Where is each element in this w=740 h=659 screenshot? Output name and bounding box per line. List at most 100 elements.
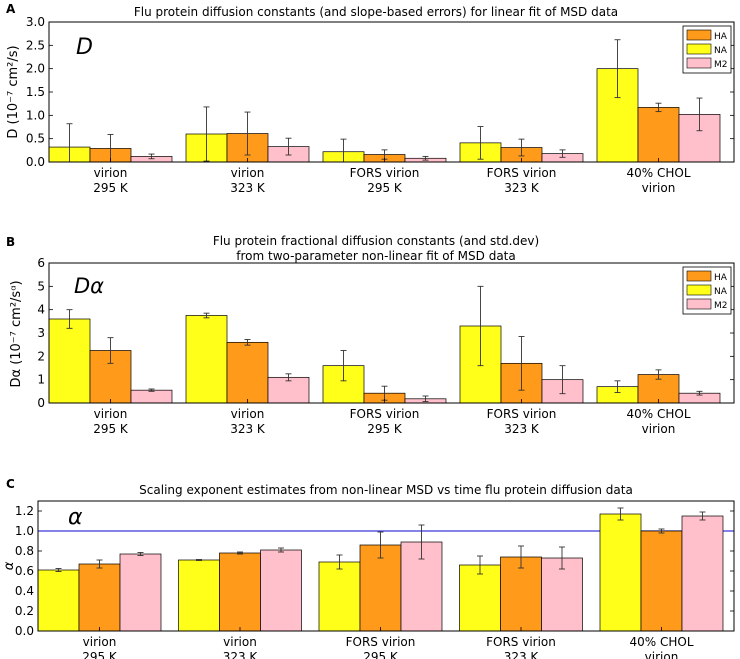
panel-a-x-tick-label: 295 K	[367, 181, 403, 195]
panel-a-x-tick-label: 323 K	[504, 181, 540, 195]
panel-c-bar-m2	[541, 557, 583, 632]
panel-c-title: Scaling exponent estimates from non-line…	[139, 483, 633, 497]
panel-c-x-tick-label: virion	[645, 650, 679, 659]
panel-b-x-tick-label: 323 K	[504, 422, 540, 436]
panel-a-title: Flu protein diffusion constants (and slo…	[134, 5, 618, 19]
panel-b-y-tick-label: 5	[37, 279, 45, 293]
panel-a-y-tick-label: 3.0	[26, 15, 45, 29]
panel-a-x-tick-label: virion	[94, 166, 128, 180]
panel-a-legend-label-na: NA	[714, 46, 728, 56]
panel-b-y-axis-label: Dα (10⁻⁷ cm²/sᵅ)	[9, 280, 24, 387]
panel-a-legend: HA NA M2	[682, 25, 732, 74]
panel-a-x-tick-label: 295 K	[93, 181, 129, 195]
panel-c-bar-m2	[260, 549, 302, 632]
panel-c-y-tick-label: 1.0	[15, 524, 34, 538]
panel-a-y-tick-label: 0.0	[26, 155, 45, 169]
panel-c-y-tick-label: 0.8	[15, 544, 34, 558]
panel-c-x-tick-label: 40% CHOL	[629, 635, 693, 649]
panel-b-bar-na	[185, 315, 228, 404]
panel-c-x-tick-label: 295 K	[363, 650, 399, 659]
panel-c-label: C	[6, 477, 15, 491]
panel-a-bar-ha	[637, 107, 680, 163]
panel-a-y-tick-label: 2.5	[26, 38, 45, 52]
panel-c-symbol: α	[68, 505, 83, 530]
panel-b-bar-ha	[226, 341, 269, 404]
panel-c-x-tick-label: FORS virion	[346, 635, 416, 649]
panel-c-bar-na	[318, 561, 361, 632]
panel-c-bar-ha	[500, 556, 542, 632]
panel-b-x-tick-label: virion	[94, 407, 128, 421]
panel-a-label: A	[6, 2, 16, 16]
panel-c-bar-na	[599, 513, 642, 632]
panel-c-bar-na	[37, 569, 80, 632]
panel-b-legend-swatch-na	[686, 284, 712, 296]
panel-a-x-tick-label: virion	[231, 166, 265, 180]
panel-b-legend-swatch-ha	[686, 270, 712, 282]
panel-b-x-tick-label: 40% CHOL	[626, 407, 690, 421]
panel-c: C Scaling exponent estimates from non-li…	[2, 477, 735, 659]
panel-b-legend-label-m2: M2	[714, 301, 728, 311]
panel-b-label: B	[6, 235, 15, 249]
panel-c-bar-ha	[78, 563, 121, 632]
panel-c-bar-na	[178, 559, 220, 632]
panel-c-y-tick-label: 0.6	[15, 564, 34, 578]
panel-b: B Flu protein fractional diffusion const…	[6, 234, 735, 436]
panel-a: A Flu protein diffusion constants (and s…	[6, 2, 735, 195]
panel-b-x-tick-label: FORS virion	[350, 407, 420, 421]
panel-b-symbol: Dα	[74, 274, 104, 298]
panel-a-legend-swatch-ha	[686, 29, 712, 41]
panel-a-x-tick-label: FORS virion	[487, 166, 557, 180]
panel-b-title-line2: from two-parameter non-linear fit of MSD…	[236, 249, 515, 263]
panel-c-bar-ha	[219, 552, 261, 632]
panel-a-x-tick-label: 40% CHOL	[626, 166, 690, 180]
panel-c-x-tick-label: 323 K	[223, 650, 259, 659]
panel-c-y-tick-label: 0.0	[15, 624, 34, 638]
panel-c-y-tick-label: 0.4	[15, 584, 34, 598]
panel-b-title-line1: Flu protein fractional diffusion constan…	[213, 234, 539, 248]
panel-b-y-tick-label: 6	[37, 256, 45, 270]
panel-a-y-axis-label: D (10⁻⁷ cm²/s)	[6, 45, 21, 138]
panel-c-y-axis-label: α	[2, 561, 17, 570]
panel-b-frame	[48, 262, 735, 404]
panel-c-x-tick-label: virion	[223, 635, 257, 649]
panel-a-y-tick-label: 0.5	[26, 132, 45, 146]
panel-b-legend-label-na: NA	[714, 287, 728, 297]
panel-a-legend-swatch-m2	[686, 57, 712, 69]
panel-b-x-tick-label: 295 K	[367, 422, 403, 436]
panel-b-bar-m2	[130, 389, 173, 404]
panel-c-x-tick-label: virion	[83, 635, 117, 649]
panel-b-x-tick-label: virion	[642, 422, 676, 436]
panel-a-legend-swatch-na	[686, 43, 712, 55]
panel-a-y-tick-label: 1.0	[26, 108, 45, 122]
panel-c-x-tick-label: FORS virion	[486, 635, 556, 649]
panel-a-x-tick-label: FORS virion	[350, 166, 420, 180]
panel-b-legend-swatch-m2	[686, 298, 712, 310]
panel-a-x-tick-label: 323 K	[230, 181, 266, 195]
panel-b-y-tick-label: 0	[37, 396, 45, 410]
panel-c-x-tick-label: 323 K	[504, 650, 540, 659]
panel-b-y-tick-label: 3	[37, 326, 45, 340]
panel-a-x-tick-label: virion	[642, 181, 676, 195]
panel-b-x-tick-label: 323 K	[230, 422, 266, 436]
panel-b-x-tick-label: virion	[231, 407, 265, 421]
panel-a-symbol: D	[76, 35, 93, 60]
panel-c-bar-m2	[681, 515, 724, 632]
panel-c-y-tick-label: 0.2	[15, 604, 34, 618]
panel-c-bar-ha	[359, 544, 402, 632]
panel-c-frame	[37, 500, 735, 632]
panel-b-x-tick-label: FORS virion	[487, 407, 557, 421]
panel-b-legend-label-ha: HA	[714, 273, 728, 283]
panel-b-y-tick-label: 2	[37, 349, 45, 363]
panel-a-y-tick-label: 1.5	[26, 85, 45, 99]
panel-a-y-tick-label: 2.0	[26, 62, 45, 76]
panel-c-x-tick-label: 295 K	[82, 650, 118, 659]
panel-c-bar-ha	[640, 530, 683, 632]
panel-a-frame	[48, 21, 735, 163]
panel-c-bar-na	[459, 564, 501, 632]
panel-b-y-tick-label: 4	[37, 303, 45, 317]
panel-c-bar-m2	[119, 553, 162, 632]
